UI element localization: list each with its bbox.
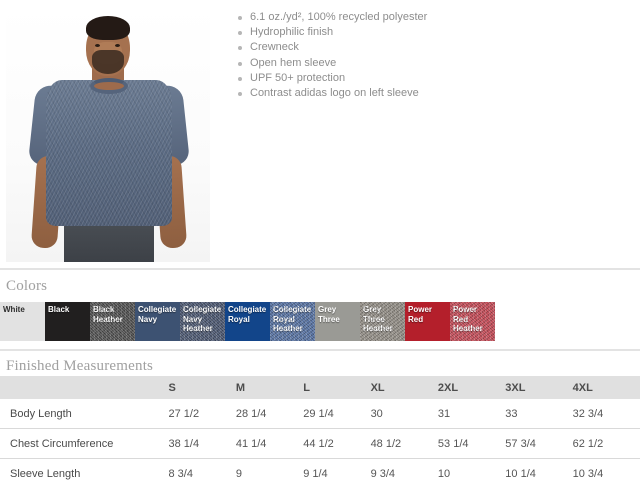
color-swatch[interactable]: Collegiate Royal: [225, 302, 270, 341]
color-swatch[interactable]: Black Heather: [90, 302, 135, 341]
color-swatch-label: Collegiate Navy: [138, 305, 177, 324]
measurement-value: 41 1/4: [235, 437, 267, 450]
color-swatch[interactable]: Black: [45, 302, 90, 341]
color-swatch[interactable]: White: [0, 302, 45, 341]
color-swatch[interactable]: Collegiate Royal Heather: [270, 302, 315, 341]
shirt-crewneck-collar: [90, 78, 128, 94]
colors-section-divider: [0, 268, 640, 270]
color-swatch[interactable]: Grey Three: [315, 302, 360, 341]
color-swatch[interactable]: Power Red: [405, 302, 450, 341]
measurement-value: 27 1/2: [168, 407, 200, 420]
measurement-value: 10 3/4: [572, 467, 604, 480]
model-beard: [92, 50, 124, 74]
measurement-value: 9 1/4: [303, 467, 328, 480]
measurement-value: 9: [235, 467, 242, 480]
feature-label: Open hem sleeve: [250, 56, 337, 69]
feature-item: Crewneck: [238, 40, 628, 55]
color-swatch-label: Collegiate Royal: [228, 305, 267, 324]
feature-label: 6.1 oz./yd², 100% recycled polyester: [250, 11, 428, 23]
measurement-value: 53 1/4: [437, 437, 469, 450]
table-row: Chest Circumference 38 1/4 41 1/4 44 1/2 48 …: [0, 429, 640, 458]
bullet-icon: [238, 46, 242, 51]
measurement-value: 10 1/4: [505, 467, 536, 480]
measurement-value: 29 1/4: [303, 407, 334, 420]
table-row: Sleeve Length 8 3/4 9 9 1/4 9 3/4 10 10 1/4 10 …: [0, 459, 640, 488]
feature-item: UPF 50+ protection: [238, 71, 628, 86]
measurements-heading: Finished Measurements: [6, 358, 154, 374]
measurement-label: Chest Circumference: [10, 437, 114, 450]
measurement-label: Body Length: [10, 407, 72, 420]
measurement-value: 8 3/4: [168, 467, 193, 480]
feature-label: Crewneck: [250, 41, 299, 54]
measurement-value: 48 1/2: [370, 437, 402, 450]
color-swatch[interactable]: Power Red Heather: [450, 302, 495, 341]
measurement-value: 31: [437, 407, 451, 420]
color-swatch-label: Power Red Heather: [453, 305, 483, 334]
color-swatch-label: Collegiate Royal Heather: [273, 305, 312, 334]
bullet-icon: [238, 92, 242, 97]
finished-measurements-table: S M L XL 2XL 3XL 4XL Body Length 27 1/2 28 1/4 29 …: [0, 376, 640, 488]
table-header-cell: XL: [370, 381, 385, 394]
feature-item: Hydrophilic finish: [238, 25, 628, 40]
color-swatch-label: Collegiate Navy Heather: [183, 305, 222, 334]
model-hair: [86, 16, 130, 40]
measurement-value: 38 1/4: [168, 437, 200, 450]
measurement-value: 32 3/4: [572, 407, 604, 420]
color-swatch-list: White Black Black Heather Collegiate Navy Co…: [0, 302, 495, 341]
feature-item: Open hem sleeve: [238, 56, 628, 71]
table-header-cell: 3XL: [505, 381, 526, 394]
table-header-cell: 4XL: [572, 381, 593, 394]
table-row-separator: [0, 428, 640, 429]
table-header-row: S M L XL 2XL 3XL 4XL: [0, 376, 640, 399]
table-header-cell: L: [303, 381, 310, 394]
feature-label: Contrast adidas logo on left sleeve: [250, 87, 419, 100]
measurement-value: 30: [370, 407, 383, 420]
color-swatch-label: Power Red: [408, 305, 433, 324]
measurement-value: 10: [437, 467, 451, 480]
color-swatch-label: Black Heather: [93, 305, 123, 324]
table-header-cell: M: [235, 381, 246, 394]
measurement-value: 33: [505, 407, 518, 420]
measurement-value: 57 3/4: [505, 437, 536, 450]
model-eye-right: [115, 44, 120, 47]
color-swatch-label: Black: [48, 305, 70, 314]
color-swatch-label: White: [3, 305, 25, 314]
measurements-section-divider: [0, 349, 640, 351]
color-swatch[interactable]: Grey Three Heather: [360, 302, 405, 341]
product-features-list: 6.1 oz./yd², 100% recycled polyester Hydr…: [238, 10, 628, 101]
color-swatch[interactable]: Collegiate Navy: [135, 302, 180, 341]
table-row-separator: [0, 458, 640, 459]
feature-item: Contrast adidas logo on left sleeve: [238, 86, 628, 101]
bullet-icon: [238, 16, 242, 20]
bullet-icon: [238, 31, 242, 36]
feature-item: 6.1 oz./yd², 100% recycled polyester: [238, 10, 628, 25]
measurement-value: 44 1/2: [303, 437, 334, 450]
bullet-icon: [238, 61, 242, 66]
feature-label: Hydrophilic finish: [250, 26, 334, 39]
color-swatch[interactable]: Collegiate Navy Heather: [180, 302, 225, 341]
feature-label: UPF 50+ protection: [250, 71, 346, 84]
table-header-cell: S: [168, 381, 176, 394]
measurement-value: 28 1/4: [235, 407, 267, 420]
table-header-cell: 2XL: [437, 381, 459, 394]
color-swatch-label: Grey Three: [318, 305, 340, 324]
product-image[interactable]: [6, 6, 210, 262]
measurement-label: Sleeve Length: [10, 467, 81, 480]
measurement-value: 62 1/2: [572, 437, 604, 450]
measurement-value: 9 3/4: [370, 467, 396, 480]
colors-heading: Colors: [6, 278, 48, 294]
color-swatch-label: Grey Three Heather: [363, 305, 393, 334]
model-eye-left: [95, 44, 100, 47]
bullet-icon: [238, 76, 242, 81]
shirt-body: [46, 80, 172, 226]
table-row: Body Length 27 1/2 28 1/4 29 1/4 30 31 33 32 3/…: [0, 399, 640, 428]
